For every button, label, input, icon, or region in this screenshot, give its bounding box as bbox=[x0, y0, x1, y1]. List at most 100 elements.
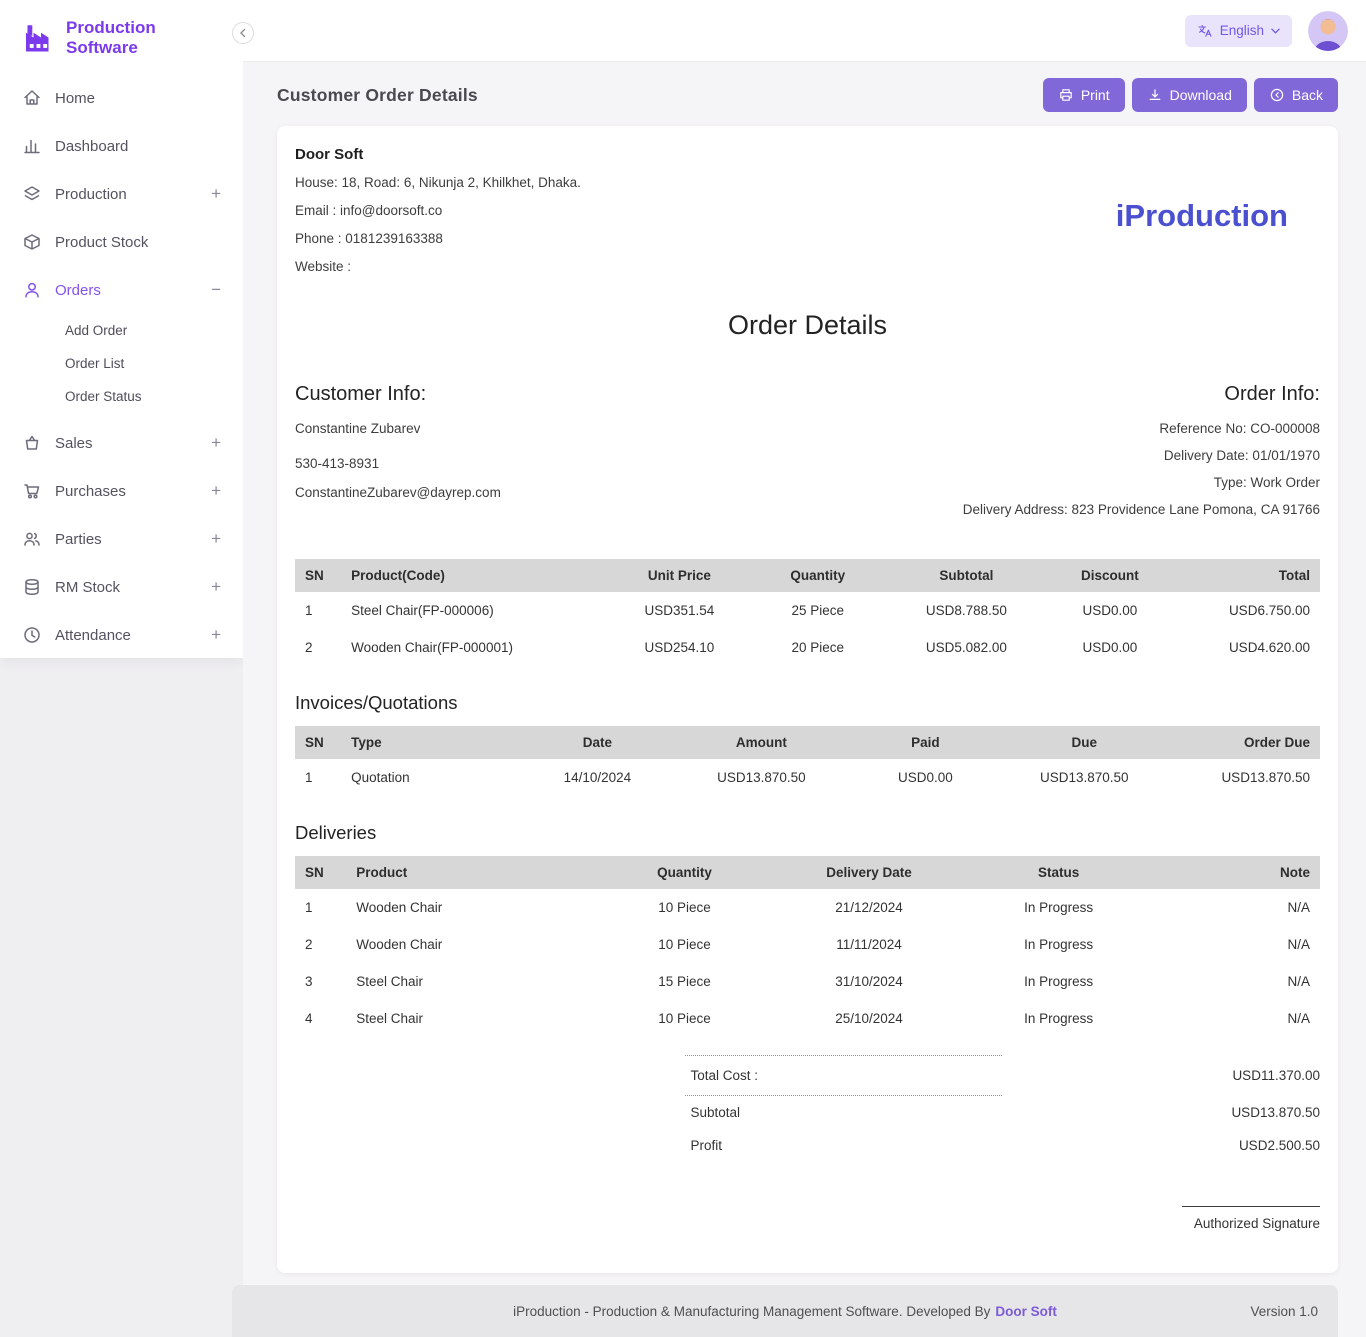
rm-stock-icon bbox=[22, 577, 42, 597]
cell-status: In Progress bbox=[1024, 1011, 1094, 1026]
cell-amount: USD13.870.50 bbox=[717, 770, 806, 785]
sidebar-item-home[interactable]: Home bbox=[0, 74, 243, 122]
sidebar-item-sales[interactable]: Sales + bbox=[0, 419, 243, 467]
delivery-row: 1 Wooden Chair 10 Piece 21/12/2024 In Pr… bbox=[295, 889, 1320, 926]
sidebar-item-label: Production bbox=[55, 185, 127, 203]
cell-product: Wooden Chair bbox=[356, 900, 443, 915]
sidebar-item-label: Product Stock bbox=[55, 233, 149, 251]
cell-unit-price: USD254.10 bbox=[644, 640, 715, 655]
doorsoft-link[interactable]: Door Soft bbox=[995, 1303, 1057, 1319]
sidebar-item-parties[interactable]: Parties + bbox=[0, 515, 243, 563]
total-cost-value: USD11.370.00 bbox=[1232, 1068, 1320, 1083]
column-header: Quantity bbox=[746, 559, 890, 592]
signature-block: Authorized Signature bbox=[295, 1206, 1320, 1231]
cell-quantity: 25 Piece bbox=[791, 603, 845, 618]
print-button[interactable]: Print bbox=[1042, 78, 1125, 112]
sidebar-item-product-stock[interactable]: Product Stock bbox=[0, 218, 243, 266]
back-button[interactable]: Back bbox=[1253, 78, 1338, 112]
subtotal-value: USD13.870.50 bbox=[1231, 1105, 1320, 1120]
customer-email: ConstantineZubarev@dayrep.com bbox=[295, 485, 501, 500]
translate-icon bbox=[1197, 23, 1213, 39]
content-area: Customer Order Details Print Download Ba… bbox=[232, 62, 1366, 1337]
invoices-table: SN Type Date Amount Paid Due Order Due 1… bbox=[295, 726, 1320, 796]
cell-delivery-date: 11/11/2024 bbox=[836, 937, 902, 952]
dashboard-icon bbox=[22, 136, 42, 156]
sidebar-nav: Home Dashboard Production + Product Stoc… bbox=[0, 74, 243, 659]
cell-sn: 4 bbox=[305, 1011, 313, 1026]
order-reference: Reference No: CO-000008 bbox=[1159, 421, 1320, 436]
cell-sn: 1 bbox=[305, 900, 313, 915]
download-label: Download bbox=[1169, 87, 1232, 103]
factory-logo-icon bbox=[20, 20, 56, 56]
sidebar-collapse-button[interactable] bbox=[232, 22, 254, 44]
column-header: SN bbox=[295, 856, 347, 889]
sidebar-item-dashboard[interactable]: Dashboard bbox=[0, 122, 243, 170]
collapse-toggle: − bbox=[211, 280, 221, 300]
cell-paid: USD0.00 bbox=[897, 770, 953, 785]
back-label: Back bbox=[1291, 87, 1323, 103]
sales-icon bbox=[22, 433, 42, 453]
home-icon bbox=[22, 88, 42, 108]
company-website: Website : bbox=[295, 259, 352, 274]
sidebar-item-add-order[interactable]: Add Order bbox=[65, 323, 128, 339]
profit-value: USD2.500.50 bbox=[1238, 1138, 1320, 1153]
cell-status: In Progress bbox=[1024, 900, 1094, 915]
product-stock-icon bbox=[22, 232, 42, 252]
expand-toggle: + bbox=[211, 625, 221, 645]
page-title: Customer Order Details bbox=[277, 84, 478, 105]
column-header: Due bbox=[1002, 726, 1167, 759]
footer-text: iProduction - Production & Manufacturing… bbox=[513, 1304, 1057, 1319]
column-header: Product(Code) bbox=[341, 559, 613, 592]
product-row: 2 Wooden Chair(FP-000001) USD254.10 20 P… bbox=[295, 629, 1320, 666]
delivery-row: 3 Steel Chair 15 Piece 31/10/2024 In Pro… bbox=[295, 963, 1320, 1000]
chevron-left-icon bbox=[240, 28, 246, 38]
language-selector[interactable]: English bbox=[1184, 14, 1292, 47]
user-avatar[interactable] bbox=[1308, 10, 1348, 51]
total-cost-label: Total Cost : bbox=[684, 1055, 1003, 1096]
delivery-row: 4 Steel Chair 10 Piece 25/10/2024 In Pro… bbox=[295, 1000, 1320, 1037]
column-header: Discount bbox=[1043, 559, 1177, 592]
brand-line1: Production bbox=[66, 18, 156, 37]
order-type: Type: Work Order bbox=[1213, 475, 1320, 490]
cell-discount: USD0.00 bbox=[1082, 603, 1138, 618]
main-area: English Customer Order Details Print bbox=[232, 0, 1366, 1337]
column-header: Quantity bbox=[602, 856, 767, 889]
cell-product: Wooden Chair bbox=[356, 937, 443, 952]
left-column: Production Software Home Dashboard P bbox=[0, 0, 243, 1337]
cell-delivery-date: 21/12/2024 bbox=[835, 900, 903, 915]
print-label: Print bbox=[1080, 87, 1110, 103]
sidebar-item-production[interactable]: Production + bbox=[0, 170, 243, 218]
language-label: English bbox=[1219, 23, 1264, 38]
sidebar-item-rm-stock[interactable]: RM Stock + bbox=[0, 563, 243, 611]
page-actions: Print Download Back bbox=[1042, 78, 1338, 112]
customer-phone: 530-413-8931 bbox=[295, 456, 380, 471]
purchases-icon bbox=[22, 481, 42, 501]
cell-note: N/A bbox=[1287, 1011, 1310, 1026]
sidebar-item-label: Home bbox=[55, 89, 96, 107]
sidebar-item-orders[interactable]: Orders − bbox=[0, 266, 243, 314]
attendance-icon bbox=[22, 625, 42, 645]
subtotal-row: Subtotal USD13.870.50 bbox=[295, 1096, 1321, 1129]
sidebar-item-label: Purchases bbox=[55, 482, 126, 500]
profit-label: Profit bbox=[690, 1138, 723, 1153]
cell-sn: 2 bbox=[305, 937, 313, 952]
download-button[interactable]: Download bbox=[1131, 78, 1247, 112]
column-header: Subtotal bbox=[889, 559, 1044, 592]
column-header: Status bbox=[971, 856, 1146, 889]
cell-quantity: 15 Piece bbox=[658, 974, 711, 989]
topbar: English bbox=[243, 0, 1366, 62]
sidebar-item-attendance[interactable]: Attendance + bbox=[0, 611, 243, 659]
column-header: Product bbox=[346, 856, 603, 889]
expand-toggle: + bbox=[211, 577, 221, 597]
order-info-block: Order Info: Reference No: CO-000008 Deli… bbox=[963, 383, 1320, 529]
production-icon bbox=[22, 184, 42, 204]
sidebar-item-order-status[interactable]: Order Status bbox=[65, 389, 142, 405]
sidebar-item-label: Parties bbox=[55, 530, 102, 548]
brand-line2: Software bbox=[66, 38, 138, 58]
brand: Production Software bbox=[0, 10, 243, 74]
download-icon bbox=[1149, 89, 1161, 100]
expand-toggle: + bbox=[211, 433, 221, 453]
invoices-table-header: SN Type Date Amount Paid Due Order Due bbox=[295, 726, 1320, 759]
sidebar-item-order-list[interactable]: Order List bbox=[65, 356, 125, 372]
sidebar-item-purchases[interactable]: Purchases + bbox=[0, 467, 243, 515]
